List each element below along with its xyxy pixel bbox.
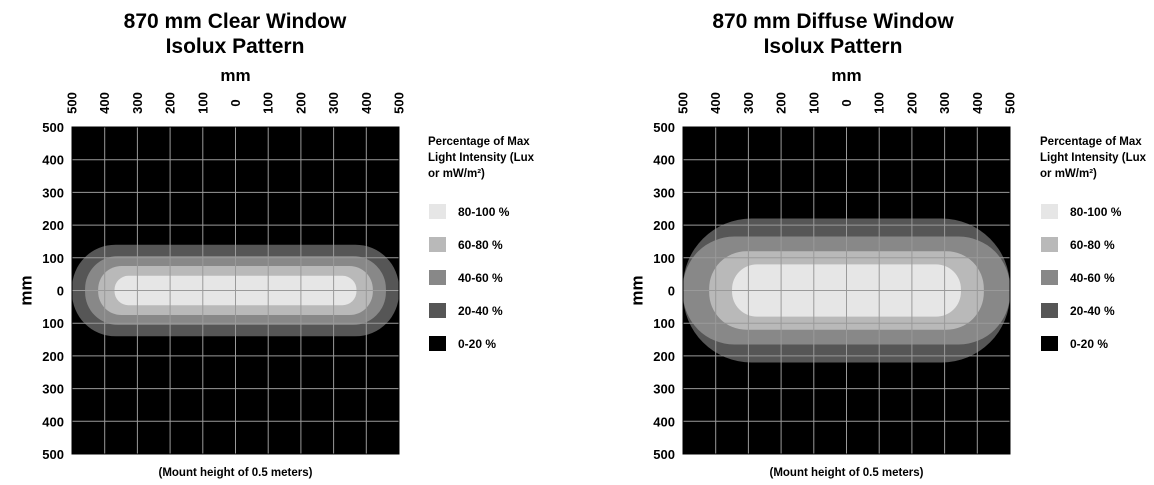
legend-swatch: [1041, 204, 1058, 219]
y-tick-label: 500: [653, 447, 675, 462]
y-tick-label: 500: [42, 120, 64, 135]
y-tick-label: 500: [42, 447, 64, 462]
legend-title: Percentage of Max Light Intensity (Lux or …: [1040, 136, 1147, 180]
legend-swatch: [1041, 270, 1058, 285]
y-tick-label: 100: [653, 251, 675, 266]
y-tick-label: 400: [653, 414, 675, 429]
legend-label: 20-40 %: [1070, 304, 1115, 318]
legend-label: 40-60 %: [1070, 271, 1115, 285]
x-tick-label: 300: [937, 92, 952, 114]
x-tick-label: 100: [195, 92, 210, 114]
legend-swatch: [429, 303, 446, 318]
x-tick-label: 400: [97, 92, 112, 114]
y-tick-label: 200: [653, 218, 675, 233]
y-tick-label: 300: [42, 382, 64, 397]
y-tick-label: 500: [653, 120, 675, 135]
chart-subtitle: Isolux Pattern: [764, 35, 903, 58]
x-tick-label: 500: [65, 92, 80, 114]
x-tick-label: 100: [806, 92, 821, 114]
x-tick-label: 300: [130, 92, 145, 114]
x-axis-label: mm: [220, 66, 250, 85]
y-tick-label: 300: [653, 382, 675, 397]
x-tick-label: 500: [676, 92, 691, 114]
legend-swatch: [429, 204, 446, 219]
x-tick-label: 300: [326, 92, 341, 114]
x-axis-label: mm: [831, 66, 861, 85]
plot-frame: [71, 126, 400, 455]
legend-swatch: [1041, 336, 1058, 351]
y-axis-label: mm: [628, 275, 647, 305]
legend-label: 80-100 %: [1070, 205, 1122, 219]
y-tick-label: 0: [668, 284, 675, 299]
legend-swatch: [429, 237, 446, 252]
legend-label: 60-80 %: [1070, 238, 1115, 252]
y-tick-label: 400: [42, 414, 64, 429]
x-tick-label: 300: [741, 92, 756, 114]
legend-title: Percentage of Max Light Intensity (Lux or …: [428, 136, 535, 180]
legend-label: 0-20 %: [1070, 337, 1108, 351]
x-tick-label: 200: [904, 92, 919, 114]
y-tick-label: 100: [42, 251, 64, 266]
legend-swatch: [429, 270, 446, 285]
legend-swatch: [1041, 237, 1058, 252]
x-tick-label: 500: [1003, 92, 1018, 114]
y-axis-label: mm: [17, 275, 36, 305]
x-tick-label: 200: [293, 92, 308, 114]
x-tick-label: 0: [228, 99, 243, 106]
x-tick-label: 100: [261, 92, 276, 114]
chart-title: 870 mm Diffuse Window: [712, 10, 954, 33]
x-tick-label: 0: [839, 99, 854, 106]
y-tick-label: 400: [42, 153, 64, 168]
plot-frame: [682, 126, 1011, 455]
y-tick-label: 300: [42, 185, 64, 200]
chart-subtitle: Isolux Pattern: [166, 35, 305, 58]
footnote: (Mount height of 0.5 meters): [770, 467, 924, 479]
x-tick-label: 200: [774, 92, 789, 114]
legend-label: 80-100 %: [458, 205, 510, 219]
legend-swatch: [1041, 303, 1058, 318]
legend-label: 0-20 %: [458, 337, 496, 351]
x-tick-label: 400: [970, 92, 985, 114]
y-tick-label: 0: [57, 284, 64, 299]
x-tick-label: 400: [359, 92, 374, 114]
y-tick-label: 200: [42, 218, 64, 233]
chart-title: 870 mm Clear Window: [124, 10, 347, 33]
x-tick-label: 200: [163, 92, 178, 114]
y-tick-label: 100: [653, 316, 675, 331]
legend-swatch: [429, 336, 446, 351]
x-tick-label: 500: [392, 92, 407, 114]
y-tick-label: 400: [653, 153, 675, 168]
legend-label: 40-60 %: [458, 271, 503, 285]
y-tick-label: 100: [42, 316, 64, 331]
y-tick-label: 200: [42, 349, 64, 364]
x-tick-label: 100: [872, 92, 887, 114]
y-tick-label: 300: [653, 185, 675, 200]
y-tick-label: 200: [653, 349, 675, 364]
legend-label: 20-40 %: [458, 304, 503, 318]
footnote: (Mount height of 0.5 meters): [159, 467, 313, 479]
legend-label: 60-80 %: [458, 238, 503, 252]
x-tick-label: 400: [708, 92, 723, 114]
